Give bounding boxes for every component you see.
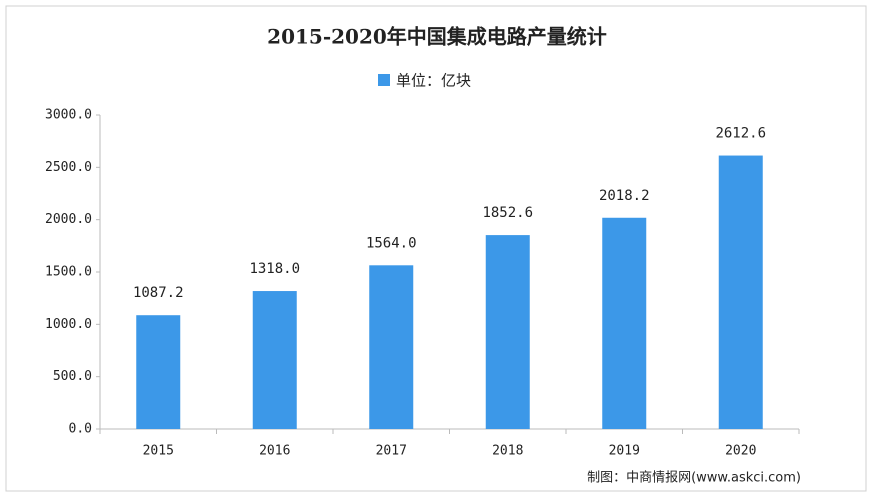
bar: [369, 265, 414, 429]
y-tick-label: 1500.0: [45, 265, 92, 280]
value-label: 2018.2: [599, 188, 650, 204]
x-tick-label: 2015: [143, 444, 174, 459]
value-label: 2612.6: [715, 126, 766, 142]
bar: [136, 315, 181, 429]
value-label: 1318.0: [249, 261, 300, 277]
y-tick-label: 500.0: [53, 369, 92, 384]
x-tick-label: 2016: [259, 444, 290, 459]
x-tick-label: 2017: [376, 444, 407, 459]
y-tick-label: 2500.0: [45, 160, 92, 175]
value-label: 1087.2: [133, 285, 184, 301]
x-tick-label: 2018: [492, 444, 523, 459]
legend-label: 单位：亿块: [396, 72, 471, 90]
legend-swatch: [378, 74, 390, 86]
bar: [252, 291, 297, 429]
source-note: 制图：中商情报网(www.askci.com): [587, 471, 801, 486]
bar: [485, 235, 530, 429]
x-tick-label: 2020: [725, 444, 756, 459]
x-tick-label: 2019: [609, 444, 640, 459]
bar: [602, 217, 647, 429]
chart-title: 2015-2020年中国集成电路产量统计: [267, 25, 607, 49]
y-tick-label: 1000.0: [45, 317, 92, 332]
y-tick-label: 3000.0: [45, 108, 92, 123]
y-tick-label: 0.0: [69, 422, 92, 437]
y-tick-label: 2000.0: [45, 212, 92, 227]
bar: [718, 155, 763, 430]
value-label: 1564.0: [366, 235, 417, 251]
value-label: 1852.6: [482, 205, 533, 221]
